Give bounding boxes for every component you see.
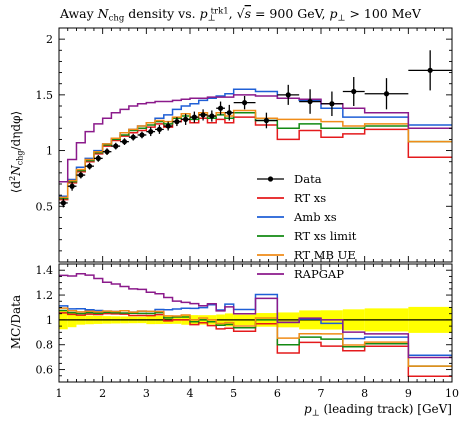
data-point	[427, 67, 433, 73]
data-point	[86, 163, 93, 169]
axes: 0.5 1 1.5 2 0.6 0.8 1 1.2 1.4 1 2 3 4 5 6 7 8 9 10	[36, 27, 459, 400]
title-part: N	[97, 6, 110, 21]
title-part: density vs.	[124, 6, 199, 21]
title-part: , √	[229, 6, 245, 21]
y-tick-label: 1	[46, 145, 53, 158]
data-point	[351, 88, 357, 95]
y-axis-label: ⟨d2Nchg/dηdφ⟩	[8, 111, 25, 193]
ratio-y-tick-label: 0.6	[36, 364, 54, 377]
x-tick-label: 5	[230, 387, 237, 400]
data-point	[104, 149, 110, 155]
title-part: Away	[59, 6, 98, 21]
x-tick-label: 6	[274, 387, 281, 400]
ratio-y-tick-label: 1.2	[36, 289, 54, 302]
data-point	[329, 101, 335, 107]
ratio-line-rapgap	[59, 272, 452, 359]
data-point	[139, 132, 145, 138]
data-point	[200, 112, 206, 118]
x-tick-label: 8	[361, 387, 368, 400]
title-part: > 100 MeV	[345, 6, 421, 21]
legend: Data RT xs Amb xs RT xs limit RT MB UE RAPGAP	[257, 172, 357, 281]
data-point	[113, 143, 119, 149]
ylabel-part: chg	[16, 150, 25, 165]
data-point	[69, 183, 75, 189]
x-tick-label: 1	[56, 387, 63, 400]
data-point	[156, 126, 163, 132]
legend-label-data: Data	[294, 172, 322, 186]
data-point	[121, 139, 128, 145]
data-point	[95, 155, 101, 161]
data-point	[285, 92, 291, 98]
data-point	[307, 98, 313, 105]
legend-label: RT MB UE	[294, 248, 356, 262]
xlabel-part: ⊥	[312, 409, 320, 419]
data-point	[148, 129, 154, 135]
ylabel-part: 2	[8, 176, 17, 181]
ratio-panel	[59, 272, 452, 377]
legend-marker-data	[267, 176, 274, 182]
ylabel-part: N	[9, 165, 23, 177]
ratio-y-tick-label: 0.8	[36, 339, 54, 352]
ratio-y-axis-label: MC/Data	[9, 295, 23, 349]
ratio-y-tick-label: 1.4	[36, 264, 54, 277]
title-part: p	[329, 6, 337, 21]
title-part: p	[200, 6, 208, 21]
data-point	[209, 113, 215, 119]
x-tick-label: 7	[318, 387, 325, 400]
chart-title: Away Nchg density vs. p⊥trk1, √s = 900 G…	[59, 6, 422, 24]
data-point	[165, 123, 171, 129]
series-line-amb-xs	[59, 88, 452, 198]
x-tick-label: 2	[99, 387, 106, 400]
legend-label: RT xs	[294, 191, 326, 205]
title-part: s	[245, 6, 251, 21]
series-line-rt-xs-limit	[59, 111, 452, 200]
ratio-frame	[58, 263, 453, 383]
data-point	[226, 110, 232, 116]
ratio-y-tick-label: 1	[46, 314, 53, 327]
data-point	[174, 119, 180, 125]
data-point	[263, 117, 270, 124]
data-point	[183, 116, 189, 122]
y-tick-label: 2	[46, 33, 53, 46]
ylabel-part: /dηdφ⟩	[9, 111, 23, 151]
x-tick-label: 10	[445, 387, 459, 400]
y-tick-label: 0.5	[36, 200, 54, 213]
legend-label: RAPGAP	[294, 267, 344, 281]
xlabel-part: p	[304, 402, 312, 416]
x-tick-label: 9	[405, 387, 412, 400]
data-point	[78, 172, 84, 178]
title-part: ⊥	[208, 14, 216, 24]
data-point	[241, 100, 248, 106]
legend-label: RT xs limit	[294, 229, 357, 243]
x-tick-label: 3	[143, 387, 150, 400]
data-point	[217, 105, 224, 111]
legend-label: Amb xs	[293, 210, 337, 224]
data-point	[383, 91, 390, 97]
ratio-line-rt-mb-ue	[59, 307, 452, 367]
main-frame	[58, 27, 453, 263]
data-point	[60, 200, 66, 206]
x-axis-label: p⊥ (leading track) [GeV]	[304, 402, 452, 419]
y-tick-label: 1.5	[36, 89, 54, 102]
xlabel-part: (leading track) [GeV]	[320, 402, 452, 416]
title-part: ⊥	[337, 14, 345, 24]
title-part: chg	[109, 14, 125, 24]
ylabel-part: ⟨d	[9, 181, 23, 194]
main-panel	[59, 50, 452, 208]
title-part: trk1	[211, 7, 229, 17]
series-line-rt-xs	[59, 116, 452, 201]
data-point	[191, 114, 197, 120]
x-tick-label: 4	[187, 387, 194, 400]
data-point	[130, 134, 136, 140]
panel-frames	[58, 27, 453, 383]
title-part: = 900 GeV,	[251, 6, 329, 21]
